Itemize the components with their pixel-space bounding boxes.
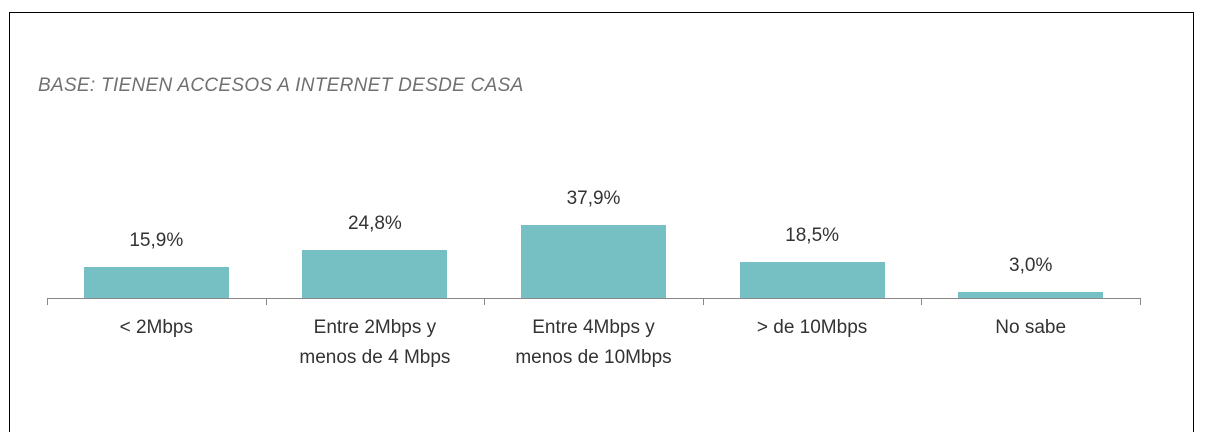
frame — [9, 12, 1194, 432]
chart-title: BASE: TIENEN ACCESOS A INTERNET DESDE CA… — [38, 75, 524, 96]
value-label: 37,9% — [566, 187, 621, 209]
bar — [83, 267, 229, 298]
category-separator — [702, 298, 704, 305]
x-tick-label: Entre 4Mbps y menos de 10Mbps — [515, 317, 672, 368]
category-separator — [921, 298, 923, 305]
x-tick-label: No sabe — [995, 317, 1067, 338]
x-tick-label: < 2Mbps — [119, 317, 193, 338]
value-label: 24,8% — [347, 213, 402, 235]
x-axis — [47, 298, 1140, 299]
bar — [739, 262, 885, 298]
x-tick-label: Entre 2Mbps y menos de 4 Mbps — [299, 317, 451, 368]
bar — [302, 250, 448, 298]
category-separator — [484, 298, 486, 305]
category-separator — [47, 298, 48, 305]
category-separator — [265, 298, 267, 305]
bar — [521, 224, 666, 298]
bar — [958, 292, 1104, 298]
value-label: 3,0% — [1009, 255, 1053, 277]
category-separator — [1140, 298, 1141, 305]
value-label: 18,5% — [785, 225, 840, 247]
value-label: 15,9% — [129, 230, 184, 252]
x-tick-label: > de 10Mbps — [756, 317, 868, 338]
